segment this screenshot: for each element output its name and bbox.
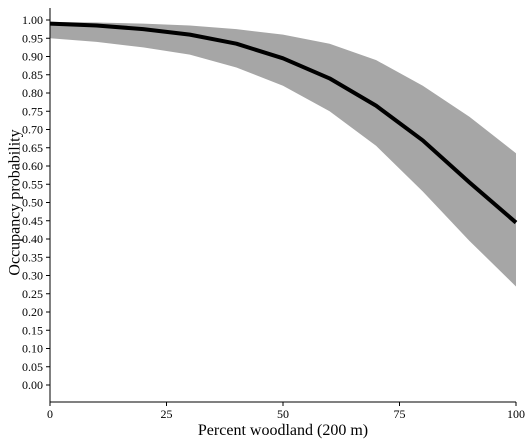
y-tick-label: 0.60 bbox=[22, 159, 43, 173]
confidence-band bbox=[50, 21, 516, 287]
y-tick-label: 0.80 bbox=[22, 86, 43, 100]
y-tick-label: 0.75 bbox=[22, 104, 43, 118]
x-tick-label: 75 bbox=[394, 407, 406, 421]
y-tick-label: 0.00 bbox=[22, 378, 43, 392]
y-tick-label: 0.90 bbox=[22, 50, 43, 64]
y-tick-label: 0.15 bbox=[22, 323, 43, 337]
x-tick-label: 100 bbox=[507, 407, 525, 421]
x-tick-label: 25 bbox=[161, 407, 173, 421]
y-tick-label: 0.85 bbox=[22, 68, 43, 82]
y-tick-label: 0.40 bbox=[22, 232, 43, 246]
x-tick-label: 0 bbox=[47, 407, 53, 421]
x-tick-label: 50 bbox=[277, 407, 289, 421]
x-axis-title: Percent woodland (200 m) bbox=[198, 422, 368, 439]
y-tick-label: 0.55 bbox=[22, 177, 43, 191]
occupancy-line bbox=[49, 21, 518, 225]
y-tick-label: 0.70 bbox=[22, 123, 43, 137]
y-tick-label: 0.30 bbox=[22, 269, 43, 283]
y-tick-label: 0.50 bbox=[22, 196, 43, 210]
y-tick-label: 0.20 bbox=[22, 305, 43, 319]
y-tick-label: 0.65 bbox=[22, 141, 43, 155]
y-tick-label: 0.95 bbox=[22, 31, 43, 45]
y-tick-label: 0.35 bbox=[22, 250, 43, 264]
y-axis-title: Occupancy probability bbox=[7, 129, 24, 275]
y-tick-label: 0.45 bbox=[22, 214, 43, 228]
y-tick-label: 1.00 bbox=[22, 13, 43, 27]
y-tick-label: 0.05 bbox=[22, 360, 43, 374]
y-tick-label: 0.10 bbox=[22, 342, 43, 356]
y-tick-label: 0.25 bbox=[22, 287, 43, 301]
